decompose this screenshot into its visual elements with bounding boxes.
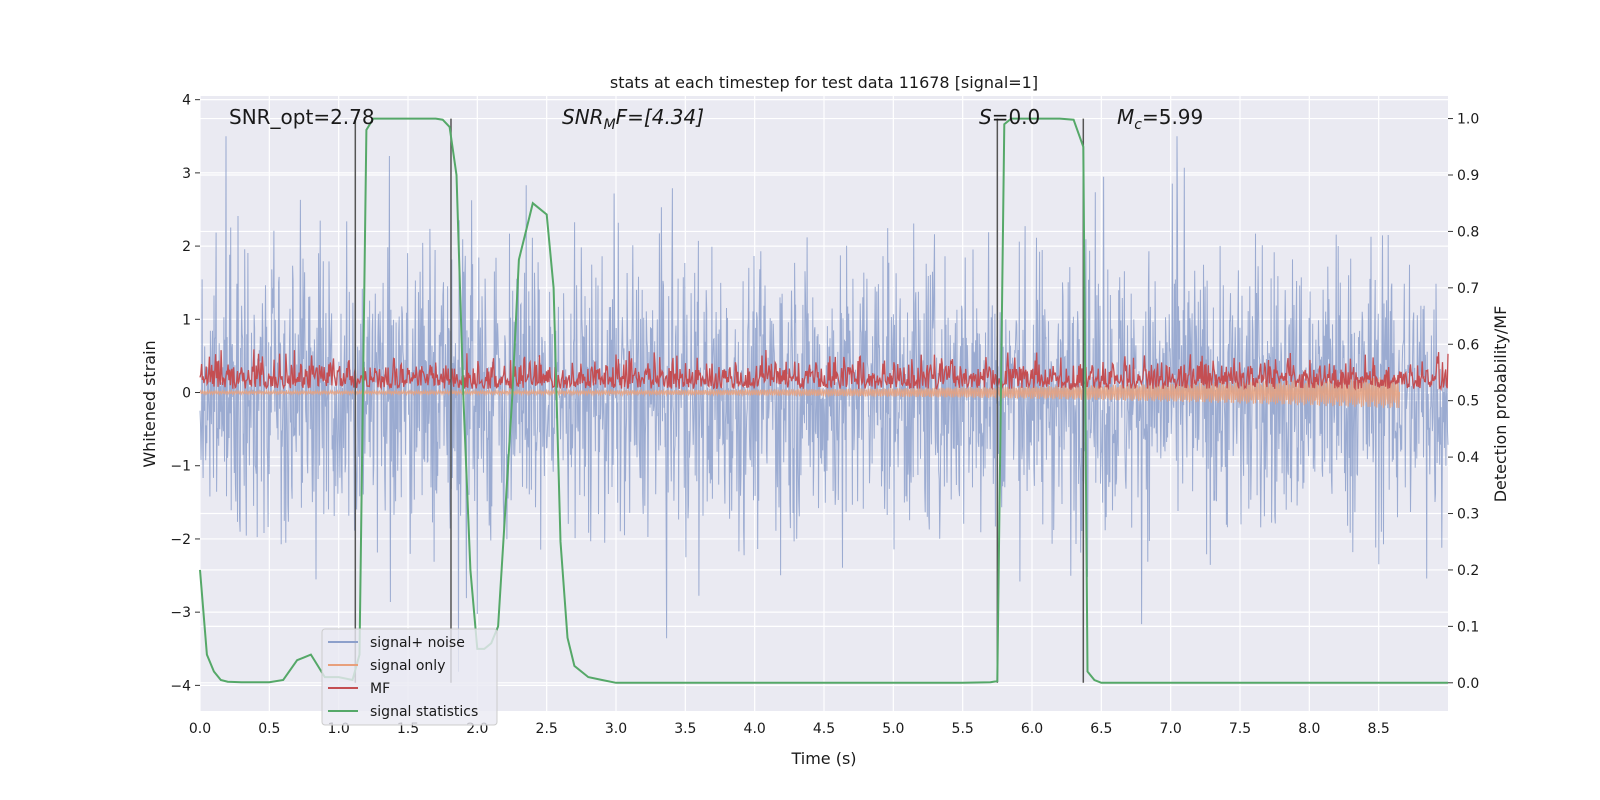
x-tick-label: 6.0 (1021, 721, 1043, 737)
legend: signal+ noise signal only MF signal stat… (321, 628, 498, 726)
x-tick-label: 0.0 (189, 721, 211, 737)
mf-series-layer (199, 349, 1449, 392)
y-right-tick-label: 1.0 (1457, 112, 1479, 128)
x-tick-label: 7.0 (1160, 721, 1182, 737)
mc-value: =5.99 (1142, 105, 1203, 129)
series-signal-noise (199, 136, 1449, 672)
series-signal-only (199, 376, 1401, 409)
signal-only-series-layer (199, 376, 1401, 409)
s-symbol: S (979, 105, 992, 129)
annotation-mc: Mc=5.99 (1117, 105, 1203, 133)
y-right-axis-label: Detection probability/MF (1491, 306, 1510, 503)
vertical-markers (354, 118, 1085, 683)
y-left-tick-label: −3 (170, 605, 191, 621)
noise-series-layer (199, 136, 1449, 672)
y-right-tick-label: 0.7 (1457, 281, 1479, 297)
x-tick-label: 6.5 (1090, 721, 1112, 737)
legend-label-mf: MF (370, 681, 390, 697)
x-tick-label: 2.5 (536, 721, 558, 737)
legend-label-signal-statistics: signal statistics (370, 704, 478, 720)
x-tick-label: 3.0 (605, 721, 627, 737)
legend-label-signal-only: signal only (370, 658, 445, 674)
y-left-axis-ticks: −4 −3 −2 −1 0 1 2 3 4 (170, 93, 200, 694)
x-tick-label: 5.5 (952, 721, 974, 737)
y-right-axis-ticks: 0.0 0.1 0.2 0.3 0.4 0.5 0.6 0.7 0.8 0.9 1.0 (1448, 112, 1479, 692)
annotation-snr-opt: SNR_opt=2.78 (229, 105, 375, 129)
snr-mf-value: F=[4.34] (616, 105, 704, 129)
legend-box (321, 628, 498, 726)
y-left-tick-label: −4 (170, 678, 191, 694)
x-axis-label: Time (s) (790, 749, 856, 768)
y-left-axis-label: Whitened strain (140, 340, 159, 467)
y-right-tick-label: 0.2 (1457, 563, 1479, 579)
y-right-tick-label: 0.1 (1457, 619, 1479, 635)
mc-subscript: c (1134, 117, 1142, 133)
chart-title: stats at each timestep for test data 116… (610, 73, 1038, 92)
x-tick-label: 8.5 (1368, 721, 1390, 737)
x-tick-label: 3.5 (674, 721, 696, 737)
y-left-tick-label: 1 (182, 312, 191, 328)
x-tick-label: 5.0 (882, 721, 904, 737)
mc-symbol: M (1117, 105, 1134, 129)
y-right-tick-label: 0.8 (1457, 224, 1479, 240)
x-tick-label: 4.0 (744, 721, 766, 737)
y-right-tick-label: 0.9 (1457, 168, 1479, 184)
annotation-s: S=0.0 (979, 105, 1040, 129)
x-tick-label: 7.5 (1229, 721, 1251, 737)
x-tick-label: 4.5 (813, 721, 835, 737)
y-right-tick-label: 0.3 (1457, 507, 1479, 523)
y-left-tick-label: 3 (182, 166, 191, 182)
x-tick-label: 0.5 (258, 721, 280, 737)
legend-label-noise: signal+ noise (370, 635, 465, 651)
annotation-snr-mf: SNRMF=[4.34] (562, 105, 704, 133)
y-left-tick-label: 2 (182, 239, 191, 255)
snr-mf-subscript: M (604, 117, 616, 133)
y-left-tick-label: 4 (182, 93, 191, 109)
y-left-tick-label: −1 (170, 459, 191, 475)
y-right-tick-label: 0.4 (1457, 450, 1479, 466)
series-signal-statistics (199, 117, 1448, 684)
y-right-tick-label: 0.5 (1457, 394, 1479, 410)
series-mf (199, 349, 1449, 392)
y-right-tick-label: 0.6 (1457, 337, 1479, 353)
signal-statistics-series-layer (199, 117, 1448, 684)
y-left-tick-label: −2 (170, 532, 191, 548)
y-left-tick-label: 0 (182, 386, 191, 402)
y-right-tick-label: 0.0 (1457, 676, 1479, 692)
s-value: =0.0 (992, 105, 1041, 129)
snr-mf-symbol: SNR (562, 105, 604, 129)
x-tick-label: 8.0 (1298, 721, 1320, 737)
